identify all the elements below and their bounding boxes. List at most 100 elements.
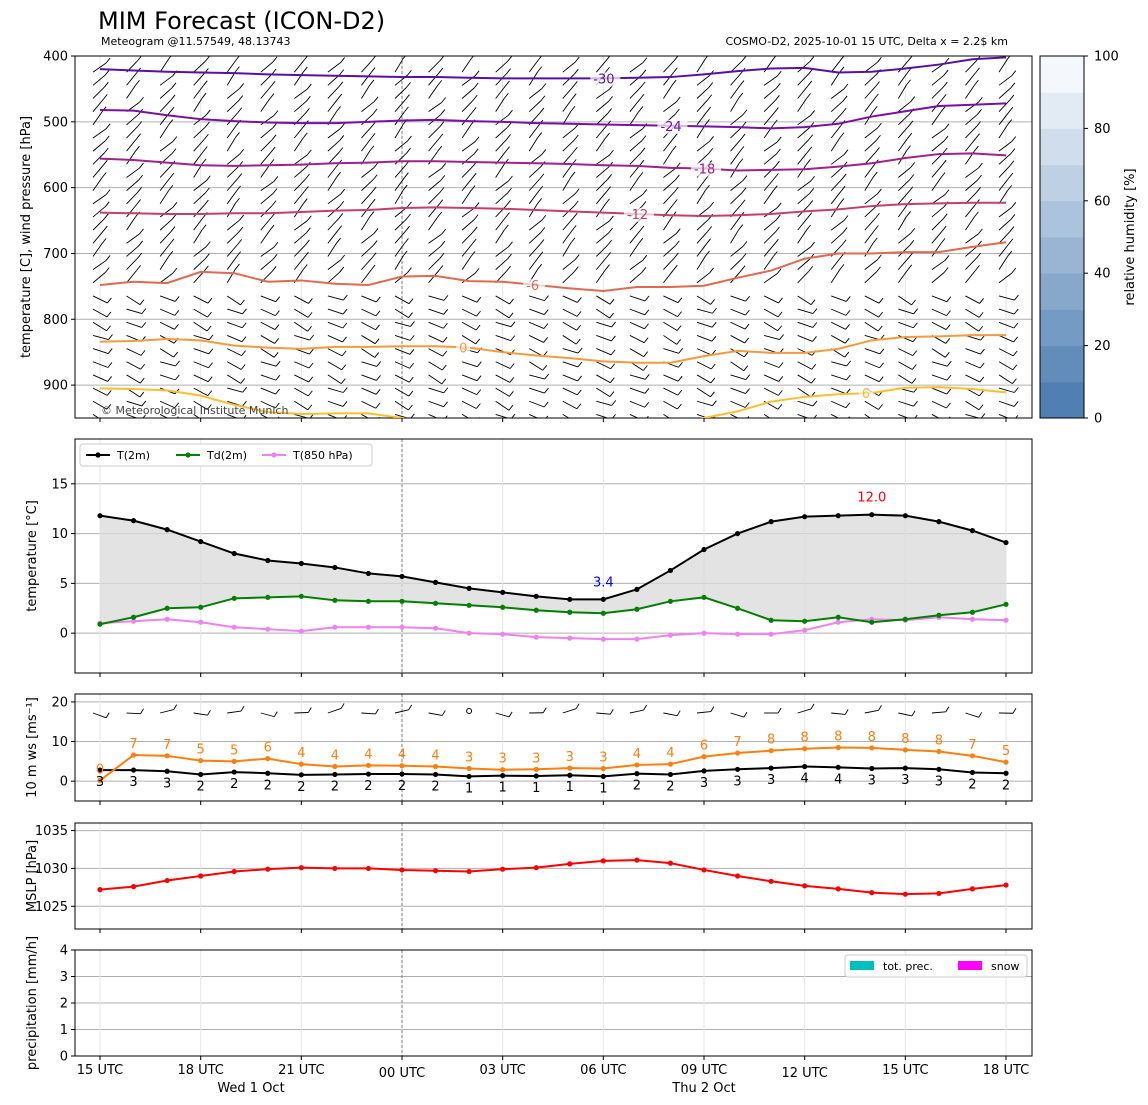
- wind-barb: [361, 308, 381, 317]
- wind-barb-feather: [338, 147, 344, 153]
- legend-label: T(850 hPa): [292, 449, 353, 462]
- wind-barb: [797, 308, 818, 314]
- data-point: [869, 745, 875, 751]
- wind-barb: [864, 147, 880, 165]
- wind-barb: [965, 109, 982, 126]
- isotherm-line: [99, 102, 1007, 130]
- wind-barb-staff: [294, 178, 306, 191]
- wind-barb: [730, 56, 747, 73]
- wind-barb-feather: [474, 268, 480, 274]
- wind-barb-staff: [92, 128, 107, 139]
- wind-barb-feather: [239, 83, 245, 89]
- wind-barb-staff: [159, 231, 172, 244]
- wind-barb-staff: [361, 191, 373, 205]
- wind-barb-feather: [978, 96, 983, 103]
- wind-barb-feather: [273, 241, 279, 248]
- wind-barb: [461, 202, 480, 218]
- wind-barb-feather: [171, 214, 177, 220]
- wind-barb-feather: [839, 66, 845, 73]
- wind-barb-staff: [831, 295, 847, 302]
- wind-barb: [126, 145, 140, 165]
- wind-barb-feather: [306, 83, 312, 90]
- wind-barb-staff: [797, 708, 812, 714]
- data-point: [298, 560, 304, 567]
- wind-barb-staff: [126, 413, 138, 418]
- wind-barb: [293, 56, 308, 73]
- wind-barb-feather: [847, 416, 850, 418]
- wind-barb: [394, 374, 414, 383]
- speed-label: 2: [968, 777, 976, 792]
- wind-barb-staff: [528, 256, 540, 270]
- x-tick-label: 18 UTC: [983, 1063, 1029, 1078]
- wind-barb-staff: [763, 124, 774, 139]
- wind-barb-staff: [797, 335, 813, 342]
- wind-barb-feather: [646, 415, 649, 418]
- data-point: [734, 766, 741, 772]
- wind-barb-staff: [193, 85, 204, 99]
- wind-barb-staff: [965, 321, 979, 332]
- wind-barb-staff: [159, 374, 176, 381]
- wind-barb-feather: [644, 323, 649, 330]
- gust-label: 7: [733, 735, 741, 750]
- wind-barb-staff: [495, 374, 511, 383]
- wind-barb: [797, 93, 811, 112]
- wind-barb-feather: [408, 404, 413, 411]
- wind-barb-feather: [777, 403, 783, 410]
- wind-barb: [495, 321, 516, 328]
- wind-barb-feather: [610, 349, 616, 356]
- wind-barb-feather: [172, 136, 178, 142]
- wind-barb: [763, 226, 780, 244]
- wind-barb: [428, 56, 445, 73]
- wind-barb-feather: [570, 105, 576, 112]
- time-axis: 15 UTC 18 UTC 21 UTC 00 UTC 03 UTC 06 UTC 09 U…: [77, 1063, 1029, 1096]
- wind-barb-feather: [339, 200, 345, 207]
- wind-barb-feather: [173, 704, 178, 710]
- wind-barb: [629, 295, 650, 302]
- wind-barb-staff: [327, 295, 344, 301]
- wind-barb-staff: [696, 243, 707, 257]
- wind-barb-staff: [763, 273, 778, 284]
- data-point: [634, 636, 640, 642]
- wind-barb: [92, 201, 110, 218]
- wind-barb-staff: [596, 374, 611, 384]
- wind-barb-feather: [441, 364, 447, 371]
- wind-barb: [528, 239, 545, 257]
- wind-barb-staff: [998, 387, 1015, 393]
- wind-barb: [763, 136, 782, 152]
- wind-barb-staff: [998, 295, 1015, 301]
- wind-barb-staff: [864, 361, 880, 369]
- wind-barb: [92, 147, 109, 165]
- wind-barb-feather: [842, 227, 848, 233]
- wind-barb-feather: [104, 201, 110, 207]
- wind-barb-feather: [504, 224, 509, 231]
- wind-barb-feather: [1010, 82, 1016, 89]
- wind-barb: [428, 295, 449, 301]
- wind-barb-staff: [260, 348, 275, 358]
- wind-barb: [260, 241, 279, 257]
- data-point: [500, 773, 506, 779]
- plot-frame: [74, 55, 1033, 419]
- wind-barb-staff: [562, 217, 574, 231]
- wind-barb-feather: [273, 352, 279, 358]
- wind-barb: [428, 253, 445, 270]
- wind-barb-feather: [505, 212, 510, 218]
- wind-barb-feather: [1011, 202, 1017, 208]
- wind-barb: [193, 361, 213, 369]
- gust-label: 4: [331, 749, 339, 764]
- wind-barb-feather: [305, 173, 310, 180]
- wind-barb-feather: [540, 227, 546, 233]
- wind-barb-staff: [495, 335, 511, 342]
- wind-barb-feather: [275, 296, 281, 302]
- wind-barb-feather: [843, 83, 849, 90]
- wind-barb: [730, 348, 749, 358]
- wind-barb-feather: [505, 146, 510, 152]
- wind-barb-feather: [510, 321, 516, 327]
- wind-barb-staff: [864, 230, 875, 244]
- wind-barb-staff: [193, 374, 209, 383]
- wind-barb-feather: [978, 712, 983, 718]
- wind-barb: [293, 186, 309, 205]
- wind-barb-feather: [205, 121, 210, 128]
- speed-label: 2: [431, 779, 439, 794]
- wind-barb: [965, 413, 986, 418]
- wind-barb: [595, 186, 611, 205]
